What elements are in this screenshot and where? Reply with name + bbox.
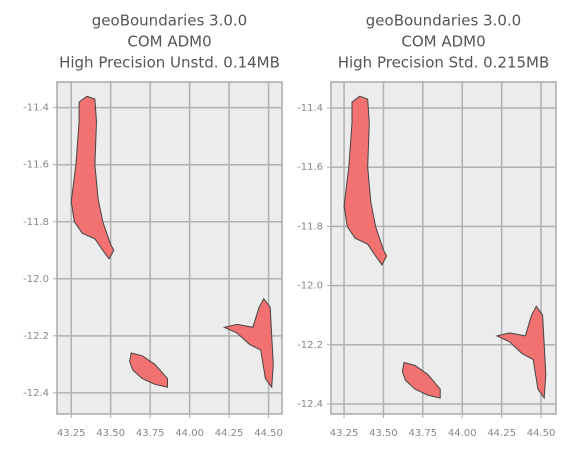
island bbox=[70, 95, 115, 260]
y-tick-label: -12.2 bbox=[23, 331, 49, 342]
y-tick-label: -12.2 bbox=[297, 340, 323, 351]
chart-title: geoBoundaries 3.0.0 bbox=[92, 12, 247, 30]
chart-title: COM ADM0 bbox=[127, 33, 211, 51]
y-tick-label: -11.8 bbox=[23, 217, 49, 228]
chart-title: High Precision Unstd. 0.14MB bbox=[59, 54, 280, 72]
x-tick-label: 43.75 bbox=[409, 428, 438, 439]
x-tick-label: 44.50 bbox=[527, 428, 556, 439]
island bbox=[343, 95, 388, 266]
y-tick-label: -12.4 bbox=[23, 388, 49, 399]
x-tick-label: 43.50 bbox=[369, 428, 398, 439]
chart-title: geoBoundaries 3.0.0 bbox=[366, 12, 521, 30]
x-tick-label: 43.25 bbox=[57, 428, 86, 439]
y-tick-label: -12.0 bbox=[297, 281, 323, 292]
x-tick-label: 43.75 bbox=[136, 428, 165, 439]
y-tick-label: -11.4 bbox=[23, 103, 49, 114]
plot-area bbox=[330, 81, 557, 415]
island bbox=[129, 352, 168, 388]
y-tick-label: -11.6 bbox=[23, 160, 49, 171]
x-tick-label: 43.50 bbox=[96, 428, 125, 439]
x-tick-label: 44.00 bbox=[448, 428, 477, 439]
y-tick-label: -11.4 bbox=[297, 103, 323, 114]
x-tick-label: 43.25 bbox=[330, 428, 359, 439]
island bbox=[222, 297, 274, 389]
y-tick-label: -12.4 bbox=[297, 399, 323, 410]
x-tick-label: 44.25 bbox=[487, 428, 516, 439]
chart-title: High Precision Std. 0.215MB bbox=[338, 54, 550, 72]
y-tick-label: -11.8 bbox=[297, 221, 323, 232]
x-tick-label: 44.50 bbox=[254, 428, 283, 439]
island bbox=[401, 361, 441, 399]
y-tick-label: -12.0 bbox=[23, 274, 49, 285]
island bbox=[495, 305, 547, 400]
x-tick-label: 44.00 bbox=[175, 428, 204, 439]
chart-title: COM ADM0 bbox=[401, 33, 485, 51]
y-tick-label: -11.6 bbox=[297, 162, 323, 173]
x-tick-label: 44.25 bbox=[215, 428, 244, 439]
